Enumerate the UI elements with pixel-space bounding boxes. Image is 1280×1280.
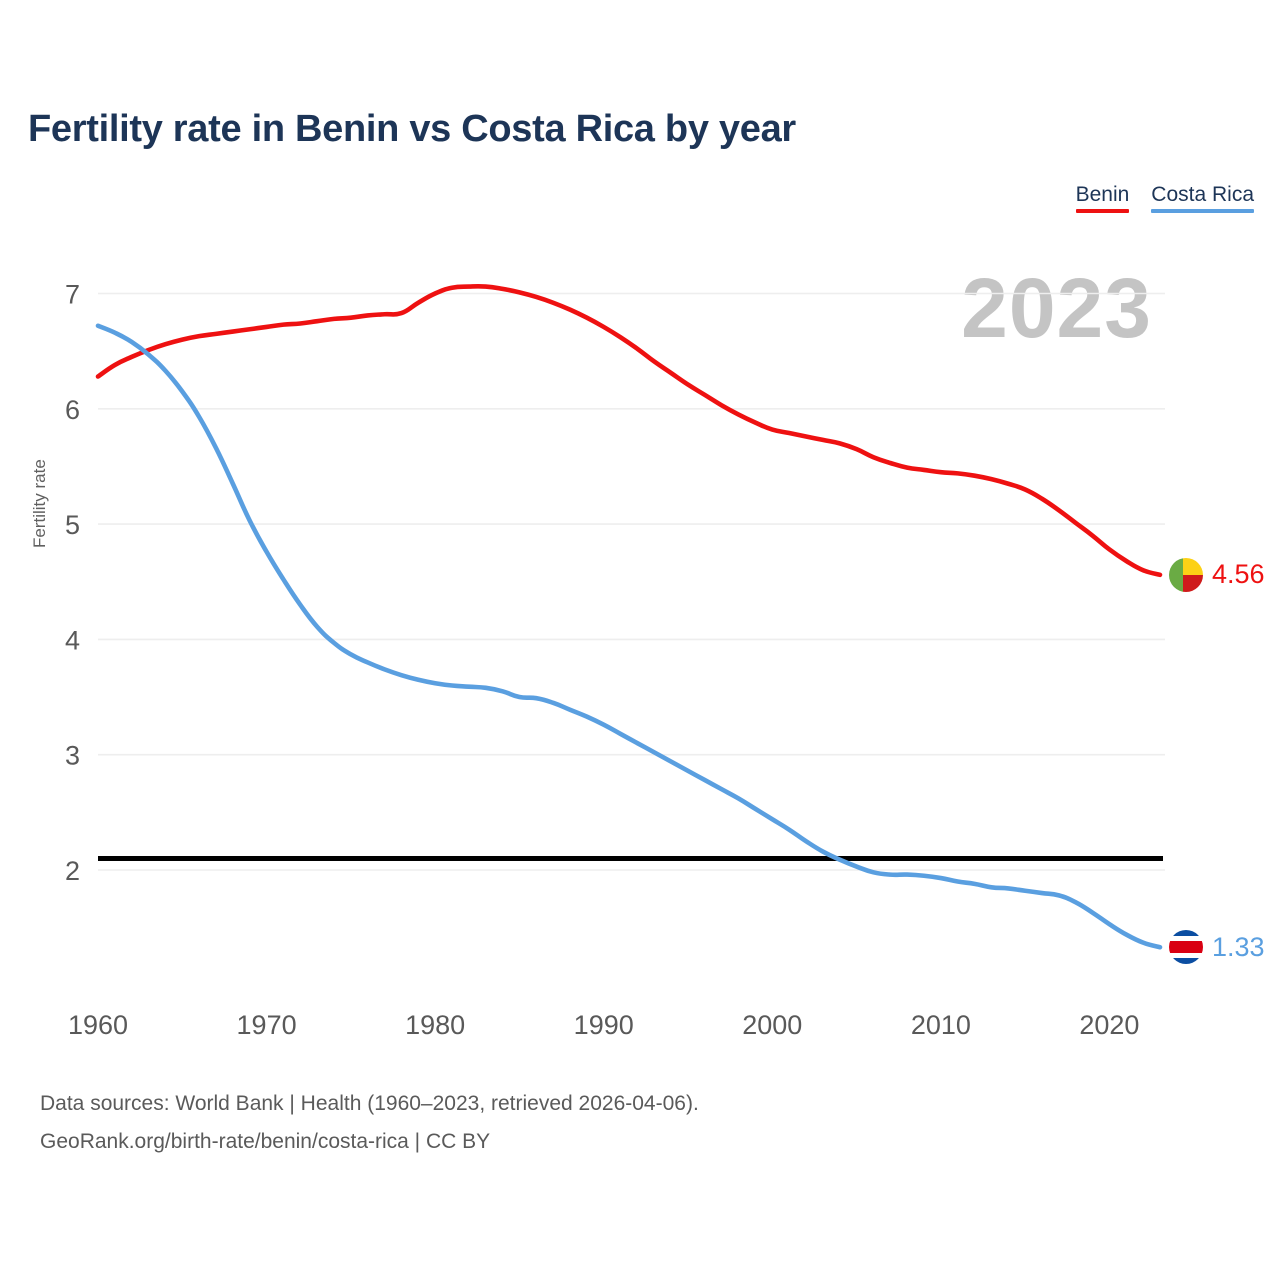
chart-legend: Benin Costa Rica [1075,182,1254,213]
legend-color-swatch-benin [1075,209,1130,213]
page-title: Fertility rate in Benin vs Costa Rica by… [28,108,796,150]
footer-data-sources: Data sources: World Bank | Health (1960–… [40,1092,699,1115]
y-tick-label: 4 [65,625,80,655]
y-axis-ticks: 2 3 4 5 6 7 [65,280,80,887]
costa-rica-flag-icon [1169,930,1203,965]
x-tick-label: 2020 [1079,1010,1139,1040]
x-tick-label: 2010 [911,1010,971,1040]
x-tick-label: 1990 [574,1010,634,1040]
x-tick-label: 1980 [405,1010,465,1040]
series-line-benin [95,283,1163,578]
y-tick-label: 7 [65,280,80,310]
endpoint-value-benin: 4.56 [1212,559,1265,590]
year-watermark: 2023 [961,261,1152,355]
x-tick-label: 2000 [742,1010,802,1040]
legend-color-swatch-costa-rica [1151,209,1254,213]
x-tick-label: 1960 [68,1010,128,1040]
x-axis-ticks: 1960 1970 1980 1990 2000 2010 2020 [68,1010,1140,1040]
y-tick-label: 6 [65,395,80,425]
endpoint-costa-rica[interactable]: 1.33 [1169,930,1265,965]
legend-label-benin: Benin [1075,183,1130,206]
endpoint-benin[interactable]: 4.56 [1169,557,1265,592]
legend-label-costa-rica: Costa Rica [1151,183,1254,206]
data-series [95,283,1163,950]
legend-item-costa-rica[interactable]: Costa Rica [1151,182,1254,213]
footer-credits: Data sources: World Bank | Health (1960–… [40,1085,699,1161]
x-tick-label: 1970 [237,1010,297,1040]
grid-lines [98,292,1165,871]
benin-flag-icon [1169,557,1203,592]
footer-license: GeoRank.org/birth-rate/benin/costa-rica … [40,1130,491,1153]
y-tick-label: 3 [65,741,80,771]
y-tick-label: 5 [65,510,80,540]
y-tick-label: 2 [65,856,80,886]
endpoint-value-costa-rica: 1.33 [1212,931,1265,962]
series-line-costa-rica [95,323,1163,950]
legend-item-benin[interactable]: Benin [1075,182,1130,213]
